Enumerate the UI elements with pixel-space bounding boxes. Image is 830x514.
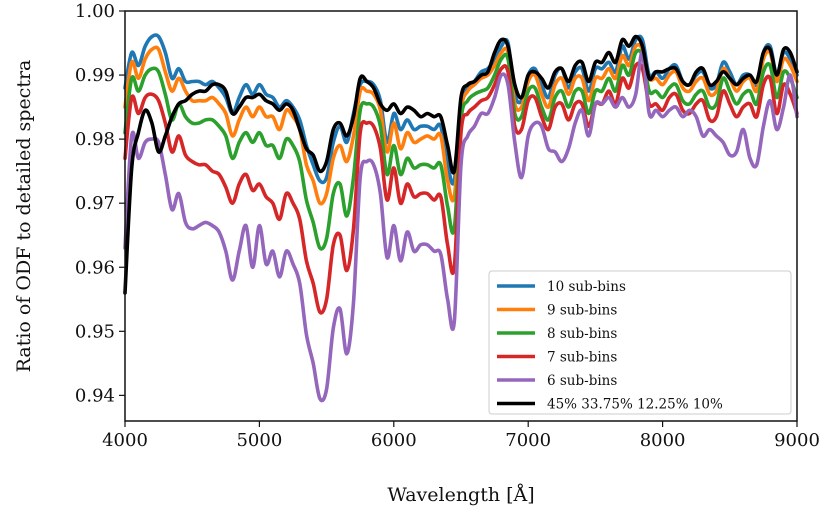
x-tick-label: 5000 <box>236 430 282 451</box>
plot-frame <box>124 10 798 422</box>
legend-entry-label: 7 sub-bins <box>547 350 617 366</box>
x-tick-label: 7000 <box>505 430 551 451</box>
x-tick-label: 6000 <box>371 430 417 451</box>
x-axis-title: Wavelength [Å] <box>387 484 534 506</box>
legend-entry-label: 45% 33.75% 12.25% 10% <box>547 397 723 413</box>
y-axis: 0.94 0.95 0.96 0.97 0.98 0.99 1.00 <box>75 1 125 406</box>
legend-entry-label: 10 sub-bins <box>547 279 626 295</box>
legend-entry-label: 9 sub-bins <box>547 303 617 319</box>
series-lines <box>123 33 799 403</box>
legend-entry-label: 6 sub-bins <box>547 373 617 389</box>
series-line-4 <box>123 61 799 315</box>
legend-box <box>488 270 792 415</box>
x-tick-label: 8000 <box>640 430 686 451</box>
y-tick-label: 0.96 <box>75 257 115 278</box>
legend-entry-label: 8 sub-bins <box>547 326 617 342</box>
y-tick-label: 0.98 <box>75 129 115 150</box>
y-tick-label: 0.97 <box>75 193 115 214</box>
x-tick-label: 9000 <box>774 430 820 451</box>
y-axis-title: Ratio of ODF to detailed spectra <box>13 60 35 373</box>
y-tick-label: 0.94 <box>75 385 115 406</box>
series-line-6 <box>123 34 799 295</box>
series-line-5 <box>123 50 799 403</box>
legend: 10 sub-bins 9 sub-bins 8 sub-bins 7 sub-bin… <box>488 270 792 415</box>
x-tick-label: 4000 <box>102 430 148 451</box>
y-tick-label: 0.95 <box>75 321 115 342</box>
x-axis: 4000 5000 6000 7000 8000 9000 <box>102 421 820 451</box>
y-tick-label: 0.99 <box>75 65 115 86</box>
y-tick-label: 1.00 <box>75 1 115 22</box>
